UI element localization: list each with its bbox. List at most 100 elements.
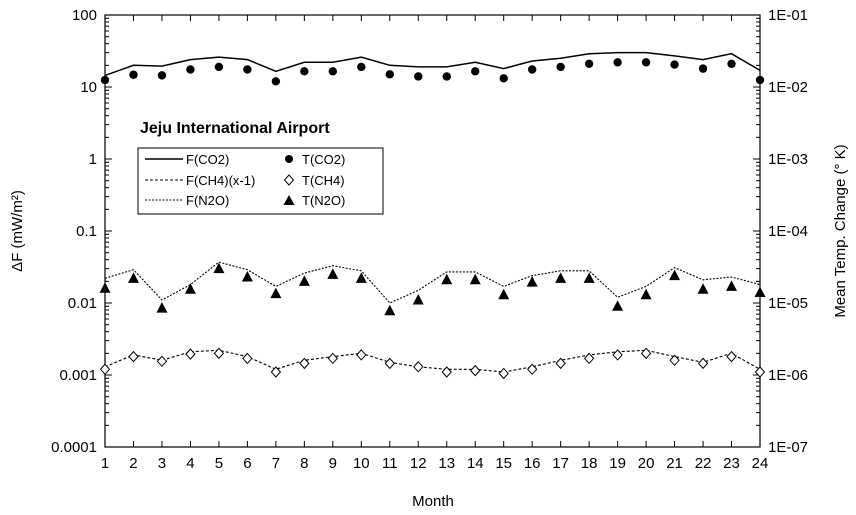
data-point-t-n2o: [156, 302, 168, 313]
y-axis-title: ΔF (mW/m²): [9, 190, 26, 272]
x-axis-title: Month: [412, 493, 454, 510]
data-point-t-co2: [129, 70, 138, 79]
x-tick-label: 3: [158, 455, 166, 472]
data-point-t-ch4: [128, 350, 139, 363]
data-point-t-co2: [414, 72, 423, 81]
x-tick-label: 5: [215, 455, 223, 472]
data-point-t-ch4: [697, 357, 709, 370]
data-point-t-ch4: [384, 357, 395, 370]
legend-label-f-co2: F(CO2): [186, 152, 229, 167]
x-tick-label: 16: [524, 455, 541, 472]
data-point-t-ch4: [470, 364, 481, 377]
data-point-t-co2: [442, 72, 451, 81]
data-point-t-co2: [584, 59, 594, 69]
data-point-t-n2o: [555, 272, 567, 283]
y-tick-label: 0.1: [76, 223, 97, 240]
data-point-t-n2o: [526, 276, 538, 287]
data-point-t-co2: [243, 65, 252, 74]
data-point-t-co2: [471, 67, 480, 76]
y2-tick-label: 1E-03: [768, 151, 808, 168]
x-tick-label: 4: [186, 455, 194, 472]
data-point-t-ch4: [498, 367, 509, 380]
x-tick-label: 14: [467, 455, 484, 472]
data-point-t-ch4: [640, 347, 652, 360]
data-point-t-ch4: [754, 366, 766, 378]
data-point-t-co2: [641, 58, 651, 67]
data-point-t-n2o: [754, 286, 766, 297]
y2-tick-label: 1E-04: [768, 223, 808, 240]
data-point-t-n2o: [184, 283, 196, 294]
data-point-t-co2: [527, 65, 537, 74]
x-tick-label: 15: [495, 455, 512, 472]
y-tick-label: 0.0001: [51, 439, 97, 456]
data-point-t-ch4: [99, 363, 111, 376]
data-point-t-n2o: [213, 262, 225, 274]
legend-marker-t-n2o: [283, 195, 295, 205]
series-line-f-co2: [104, 51, 761, 77]
x-tick-label: 9: [329, 455, 337, 472]
data-point-t-co2: [300, 67, 309, 76]
data-point-t-ch4: [441, 366, 452, 378]
data-point-t-n2o: [355, 272, 367, 283]
x-tick-label: 18: [581, 455, 598, 472]
x-tick-label: 23: [723, 455, 740, 472]
legend-box: [137, 147, 384, 215]
y2-tick-label: 1E-01: [768, 7, 808, 24]
data-point-t-co2: [670, 60, 679, 69]
x-tick-label: 11: [382, 455, 398, 472]
series: [99, 51, 766, 380]
x-tick-label: 21: [666, 455, 683, 472]
series-line-f-n2o: [104, 261, 761, 304]
ticks: 1 2 3 4 5 6 7 8 9 10 11 12 13 14 15 16 17 18 19 20 21 22 23 240…: [51, 7, 808, 472]
y2-tick-label: 1E-06: [768, 367, 808, 384]
data-point-t-co2: [157, 71, 167, 80]
data-point-t-ch4: [527, 363, 538, 376]
x-tick-label: 24: [752, 455, 769, 472]
legend-marker-t-ch4: [283, 174, 295, 186]
data-point-t-co2: [499, 74, 508, 83]
y2-tick-label: 1E-02: [768, 79, 808, 96]
data-point-t-n2o: [726, 280, 738, 291]
data-point-t-co2: [357, 62, 366, 72]
data-point-t-n2o: [612, 300, 624, 311]
data-point-t-n2o: [441, 273, 453, 285]
data-point-t-co2: [328, 67, 338, 76]
data-point-t-n2o: [697, 283, 709, 294]
data-point-t-ch4: [583, 352, 595, 365]
x-tick-label: 17: [552, 455, 569, 472]
y-tick-label: 10: [80, 79, 97, 96]
data-point-t-ch4: [726, 350, 737, 363]
data-point-t-n2o: [99, 282, 111, 293]
data-point-t-co2: [214, 62, 224, 72]
x-tick-label: 10: [353, 455, 370, 472]
x-tick-label: 2: [129, 455, 137, 472]
x-tick-label: 6: [243, 455, 251, 472]
x-tick-label: 19: [609, 455, 626, 472]
data-point-t-ch4: [612, 349, 623, 361]
data-point-t-n2o: [583, 272, 595, 283]
y2-tick-label: 1E-05: [768, 295, 808, 312]
y2-axis-title: Mean Temp. Change (° K): [832, 144, 849, 317]
data-point-t-ch4: [413, 361, 424, 373]
data-point-t-co2: [698, 64, 708, 73]
data-point-t-co2: [385, 70, 394, 79]
data-point-t-co2: [271, 77, 281, 86]
y-tick-label: 100: [72, 7, 97, 24]
x-tick-label: 12: [410, 455, 427, 472]
data-point-t-ch4: [242, 352, 253, 365]
x-tick-label: 7: [272, 455, 280, 472]
x-tick-label: 8: [300, 455, 308, 472]
data-point-t-ch4: [327, 352, 338, 365]
data-point-t-n2o: [327, 268, 339, 279]
data-point-t-n2o: [384, 304, 396, 316]
data-point-t-co2: [755, 75, 765, 85]
legend: F(CO2) F(CH4)(x-1) F(N2O) T(CO2) T(CH4) …: [137, 147, 384, 215]
data-point-t-co2: [556, 62, 565, 72]
y2-tick-label: 1E-07: [768, 439, 808, 456]
y-tick-label: 0.001: [59, 367, 97, 384]
data-point-t-co2: [186, 65, 195, 74]
y-tick-label: 0.01: [68, 295, 97, 312]
x-tick-label: 13: [438, 455, 455, 472]
data-point-t-co2: [100, 75, 110, 85]
